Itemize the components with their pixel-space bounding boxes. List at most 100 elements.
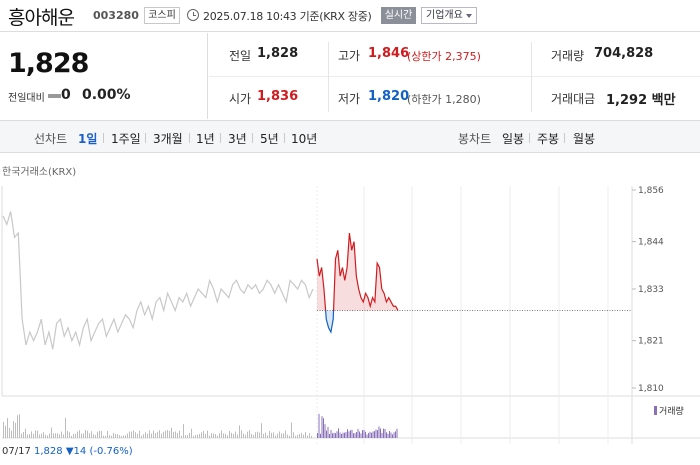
volume-bar <box>197 434 198 438</box>
volume-bar <box>63 434 64 438</box>
tab-10y[interactable]: 10년 <box>291 132 318 146</box>
volume-bar <box>27 434 28 438</box>
y-axis-ticks: 1,856 1,844 1,833 1,821 1,810 <box>632 186 664 394</box>
volume-bar <box>109 435 110 438</box>
volume-bar <box>135 432 136 438</box>
volume-bar <box>41 433 42 438</box>
volume-bar <box>275 435 276 438</box>
volume-bar <box>193 435 194 438</box>
volume-swatch <box>654 406 657 415</box>
current-price: 1,828 <box>8 48 89 79</box>
today-down-line <box>324 310 398 334</box>
volume-bar <box>53 433 54 438</box>
volume-bar <box>330 430 332 438</box>
volume-bar <box>342 432 344 438</box>
volume-bar <box>368 433 369 438</box>
volume-bar <box>101 431 102 438</box>
volume-bar <box>33 433 34 438</box>
volume-bar <box>19 414 20 438</box>
volume-bar <box>241 430 242 438</box>
volume-bar <box>183 423 184 438</box>
volume-bar <box>353 433 354 438</box>
volume-bar <box>217 435 218 438</box>
volume-bar <box>89 433 90 438</box>
stat-label: 고가 <box>338 49 361 63</box>
tab-daily[interactable]: 일봉 <box>502 132 525 146</box>
volume-bar <box>107 431 108 438</box>
stats-col-divider <box>531 42 532 112</box>
volume-bar <box>191 428 192 438</box>
tab-5y[interactable]: 5년 <box>260 132 279 146</box>
volume-bar <box>390 432 392 438</box>
volume-bar <box>125 435 126 438</box>
volume-bar <box>265 432 266 438</box>
volume-bar <box>23 431 24 438</box>
lower-limit: (하한가 1,280) <box>407 93 481 106</box>
volume-bar <box>259 432 260 438</box>
tab-1y[interactable]: 1년 <box>196 132 215 146</box>
volume-bar <box>344 432 345 438</box>
tab-3m[interactable]: 3개월 <box>153 132 183 146</box>
volume-bars <box>3 413 398 438</box>
stat-value: 1,846 <box>368 46 410 61</box>
volume-bar <box>175 431 176 438</box>
volume-bar <box>169 431 170 438</box>
y-tick-label: 1,833 <box>638 285 664 295</box>
volume-bar <box>309 433 310 438</box>
volume-bar <box>43 432 44 438</box>
volume-bar <box>195 434 196 438</box>
tab-divider <box>189 133 190 143</box>
chart-source: 한국거래소(KRX) <box>2 167 77 178</box>
tab-1d[interactable]: 1일 <box>78 132 98 146</box>
stat-label: 거래량 <box>551 49 585 63</box>
volume-bar <box>360 433 362 438</box>
y-tick-label: 1,821 <box>638 337 664 347</box>
volume-bar <box>211 433 212 438</box>
volume-bar <box>249 430 250 438</box>
volume-bar <box>392 434 393 438</box>
volume-bar <box>348 431 350 438</box>
volume-bar <box>335 433 336 438</box>
volume-bar <box>201 432 202 438</box>
stat-prev-close: 전일 1,828 <box>209 33 328 76</box>
volume-bar <box>15 422 16 438</box>
volume-bar <box>351 429 353 438</box>
volume-bar <box>366 434 368 438</box>
volume-bar <box>333 432 335 438</box>
volume-bar <box>393 432 395 438</box>
volume-bar <box>356 431 357 438</box>
price-panel: 1,828 전일대비 0 0.00% <box>0 33 208 119</box>
y-tick-label: 1,844 <box>638 238 664 248</box>
volume-bar <box>87 430 88 438</box>
volume-bar <box>251 433 252 438</box>
tab-1w[interactable]: 1주일 <box>111 132 141 146</box>
footer-prev-close: 1,828 <box>34 446 63 457</box>
stat-high: 고가 1,846 (상한가 2,375) <box>328 33 531 76</box>
volume-bar <box>171 427 172 438</box>
volume-bar <box>97 431 98 438</box>
volume-bar <box>161 433 162 438</box>
volume-bar <box>321 416 323 438</box>
volume-bar <box>339 432 341 438</box>
volume-bar <box>233 433 234 438</box>
tab-weekly[interactable]: 주봉 <box>537 132 560 146</box>
volume-bar <box>291 422 292 438</box>
stock-name: 흥아해운 <box>8 7 75 29</box>
tab-3y[interactable]: 3년 <box>228 132 247 146</box>
volume-bar <box>5 425 6 438</box>
volume-bar <box>332 433 333 438</box>
volume-bar <box>141 435 142 438</box>
tab-divider <box>564 133 565 143</box>
volume-bar <box>39 434 40 438</box>
volume-bar <box>35 430 36 438</box>
volume-bar <box>329 433 330 438</box>
realtime-button[interactable]: 실시간 <box>381 7 416 24</box>
volume-bar <box>326 430 327 438</box>
volume-bar <box>271 432 272 438</box>
company-info-dropdown[interactable]: 기업개요 <box>421 7 477 24</box>
volume-bar <box>289 435 290 438</box>
stat-value: 1,292 백만 <box>606 93 676 108</box>
tab-monthly[interactable]: 월봉 <box>573 132 596 146</box>
chart-toolbar: 선차트 1일 1주일 3개월 1년 3년 5년 10년 봉차트 일봉 주봉 월봉 <box>0 120 700 153</box>
